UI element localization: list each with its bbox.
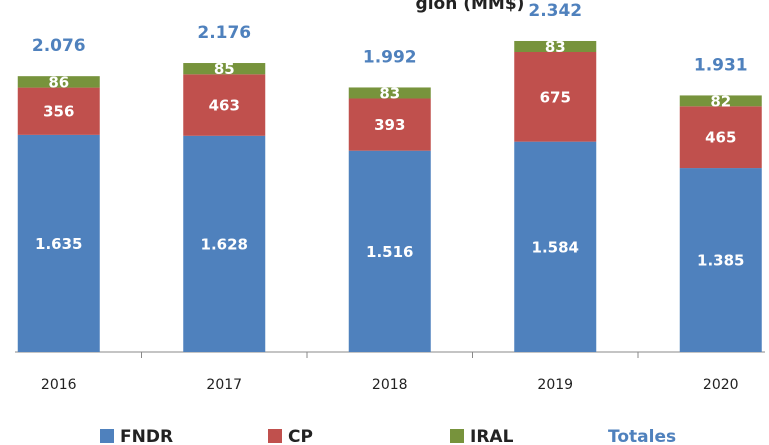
total-label: 2.342 [528,1,582,21]
data-label: 1.635 [35,235,82,253]
bar-segment [679,168,762,352]
data-label: 86 [48,73,69,91]
bar-segment [348,98,431,151]
data-label: 1.385 [697,252,744,270]
data-label: 463 [209,97,240,115]
legend-swatch [450,429,464,443]
bar-segment [17,76,100,88]
bar-segment [183,63,266,75]
data-label: 82 [710,92,731,110]
bar-segment [17,134,100,352]
data-label: 83 [379,84,400,102]
data-label: 356 [43,103,74,121]
legend-label: Totales [608,427,676,445]
data-label: 1.584 [532,238,579,256]
bar-segment [183,74,266,136]
legend-swatch [268,429,282,443]
total-label: 2.176 [197,23,251,43]
legend-swatch [100,429,114,443]
total-label: 2.076 [32,36,86,56]
x-tick-label: 2016 [41,377,77,393]
data-label: 83 [545,38,566,56]
bar-segment [514,52,597,142]
x-tick-label: 2019 [537,377,573,393]
data-label: 393 [374,116,405,134]
x-tick-label: 2017 [206,377,242,393]
chart-title: gión (MM$) [416,0,525,14]
data-label: 1.516 [366,243,413,261]
bar-segment [17,87,100,135]
data-label: 1.628 [201,235,248,253]
x-tick-label: 2020 [703,377,739,393]
total-label: 1.931 [694,55,748,75]
legend-label: IRAL [470,427,514,445]
data-label: 85 [214,60,235,78]
bar-segment [183,135,266,352]
legend-label: FNDR [120,427,173,445]
bar-segment [679,95,762,107]
x-tick-label: 2018 [372,377,408,393]
bar-segment [679,106,762,169]
legend-label: CP [288,427,313,445]
bar-segment [348,87,431,99]
total-label: 1.992 [363,47,417,67]
data-label: 675 [540,88,571,106]
bar-segment [514,141,597,352]
bar-segment [348,150,431,352]
bar-segment [514,40,597,53]
data-label: 465 [705,129,736,147]
